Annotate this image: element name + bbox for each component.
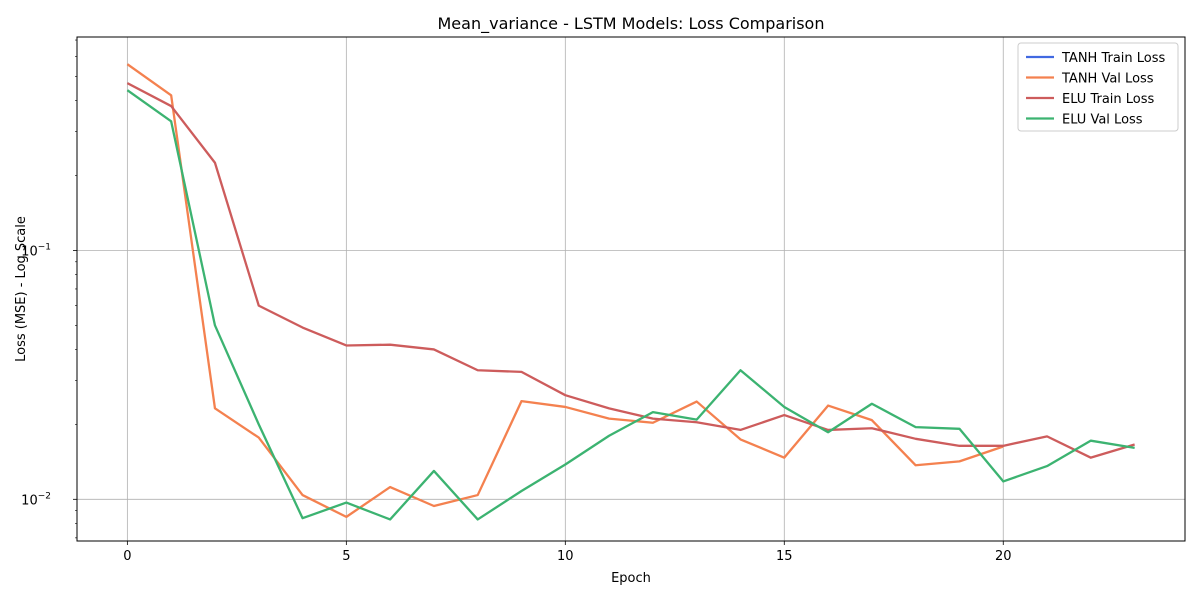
legend: TANH Train Loss TANH Val Loss ELU Train Lo… xyxy=(1017,42,1179,132)
grid-lines xyxy=(77,37,1185,541)
legend-box xyxy=(1017,42,1179,132)
x-tick-label: 5 xyxy=(342,549,350,564)
x-axis-label: Epoch xyxy=(611,571,651,586)
axis-ticks: 0 5 10 15 20 10−2 10−1 xyxy=(21,39,1012,564)
legend-label: TANH Val Loss xyxy=(1061,72,1154,87)
y-axis-label: Loss (MSE) - Log Scale xyxy=(14,216,29,362)
series-line-2 xyxy=(126,82,1135,459)
y-tick-label: 10−2 xyxy=(21,491,51,508)
plot-frame xyxy=(76,36,1186,542)
legend-label: ELU Val Loss xyxy=(1062,113,1143,128)
legend-label: ELU Train Loss xyxy=(1062,92,1155,107)
legend-label: TANH Train Loss xyxy=(1061,51,1166,66)
series-lines xyxy=(126,63,1135,521)
x-tick-label: 10 xyxy=(557,549,574,564)
x-tick-label: 0 xyxy=(123,549,131,564)
y-tick-label: 10−1 xyxy=(21,242,51,259)
series-line-3 xyxy=(126,89,1135,521)
x-tick-label: 15 xyxy=(776,549,793,564)
x-tick-label: 20 xyxy=(995,549,1012,564)
chart-title: Mean_variance - LSTM Models: Loss Compar… xyxy=(438,14,825,34)
